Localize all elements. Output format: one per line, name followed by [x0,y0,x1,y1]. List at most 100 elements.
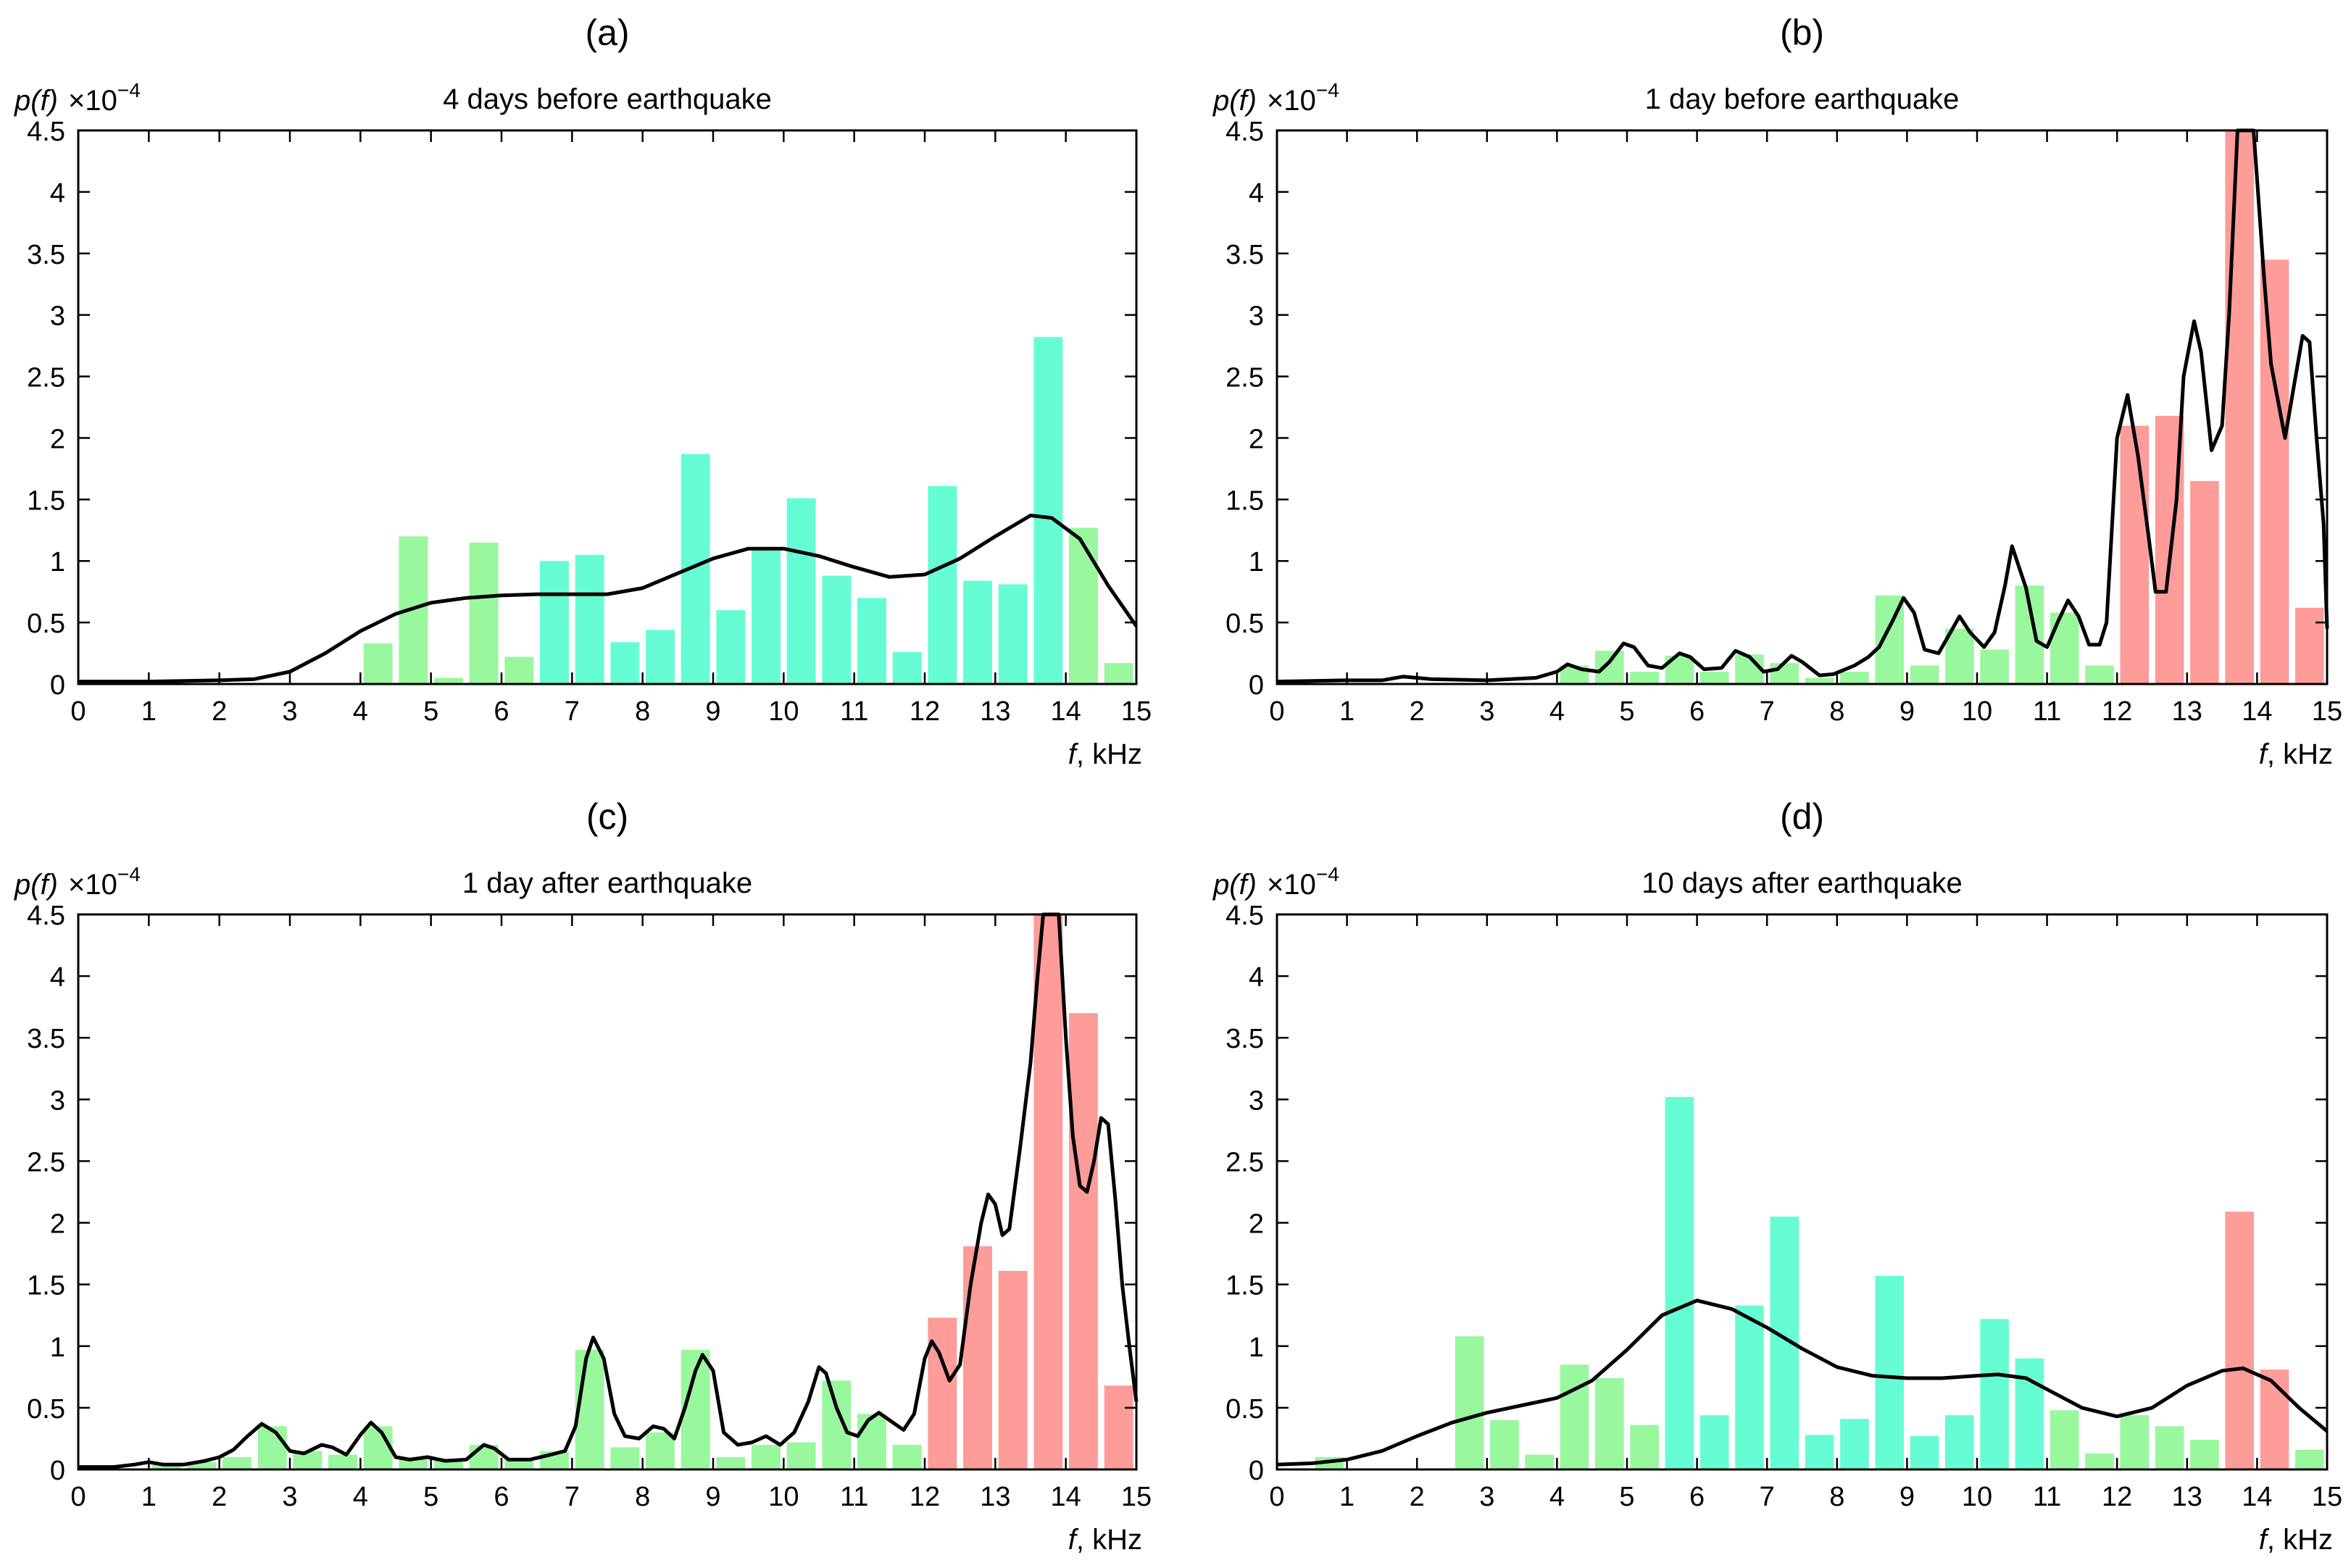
bar [1069,1013,1098,1469]
bar [1033,914,1063,1469]
plot-frame [77,129,1138,685]
x-tick-label: 4 [353,1482,368,1512]
bar [892,1445,922,1469]
bar [1630,672,1659,684]
bar [1104,663,1133,684]
panel-a: 0 1 2 3 4 5 6 7 8 9 10 11 12 13 14 1500.511.522.533.544… [14,12,1152,770]
x-tick-label: 6 [1689,696,1705,727]
bar [1805,1435,1834,1469]
x-tick-label: 15 [2312,1482,2342,1512]
y-tick-label: 2.5 [27,1147,65,1177]
bar [575,554,604,684]
y-axis-scale: ×10 [1267,869,1316,901]
x-tick-label: 2 [212,1482,227,1512]
x-tick-label: 1 [1339,1482,1355,1512]
plot-frame [77,913,1138,1471]
bar [2085,1453,2114,1469]
x-tick-label: 13 [2172,1482,2202,1512]
bar [2190,1440,2219,1469]
x-tick-label: 5 [1619,696,1634,727]
bar [1455,1336,1484,1469]
bar [2085,665,2114,684]
x-tick-label: 9 [705,1482,720,1512]
x-tick-label: 6 [494,1482,509,1512]
x-tick-label: 5 [423,696,438,727]
y-axis-symbol: p(f) [14,85,58,117]
bar [2225,130,2254,684]
bar [399,1459,428,1469]
bar [540,561,569,684]
bar [646,1432,675,1469]
bar [363,643,393,684]
x-tick-label: 15 [1121,1482,1152,1512]
bar [610,642,640,684]
y-tick-label: 1.5 [1226,485,1264,516]
x-tick-label: 6 [1689,1482,1705,1512]
bar [2120,425,2150,684]
y-tick-label: 4 [1249,962,1264,993]
x-tick-label: 15 [1121,696,1152,727]
x-tick-label: 1 [141,1482,157,1512]
x-tick-label: 14 [1051,1482,1081,1512]
y-tick-label: 0 [50,670,65,701]
x-axis-unit: , kHz [1076,738,1142,770]
y-tick-label: 0.5 [1226,1394,1264,1425]
y-tick-label: 4.5 [27,901,65,931]
x-tick-label: 10 [1962,1482,1992,1512]
plot-frame [1276,129,2329,685]
bar [998,1270,1028,1469]
y-tick-label: 1 [50,1333,65,1363]
x-tick-label: 9 [705,696,720,727]
bar [1910,1436,1939,1469]
x-tick-label: 11 [2033,696,2061,727]
x-tick-label: 12 [910,696,940,727]
y-tick-label: 3.5 [1226,240,1264,270]
x-axis-unit: , kHz [1076,1524,1142,1556]
bar [1699,672,1729,684]
plot-frame [1276,913,2329,1471]
bar [1069,527,1098,684]
panel-label: (a) [585,12,629,53]
bar [222,1457,251,1469]
bar [963,580,992,684]
bar [2190,480,2219,684]
y-axis-symbol: p(f) [14,869,58,901]
y-axis-scale: ×10 [1267,85,1316,117]
y-axis-label: p(f) ×10−4 [1212,863,1339,901]
y-tick-label: 1.5 [27,485,65,516]
panel-d: 0 1 2 3 4 5 6 7 8 9 10 11 12 13 14 1500.511.522.533.544… [1212,796,2342,1556]
x-tick-label: 10 [768,696,799,727]
bar [716,610,746,684]
y-tick-label: 1 [1249,1333,1264,1363]
bar [786,498,816,684]
bar [1840,1419,1869,1469]
bar [469,542,499,684]
bar [257,1426,287,1469]
bar [575,1349,604,1469]
bar [1980,1319,2009,1469]
x-tick-label: 15 [2312,696,2342,727]
bar [786,1442,816,1469]
y-tick-label: 0 [1249,1456,1264,1486]
panel-label: (d) [1780,796,1824,837]
panel-label: (c) [586,796,628,837]
bar [504,656,534,684]
density-curve [1276,1298,2329,1467]
x-axis-label: f, kHz [1068,1524,1142,1556]
x-tick-label: 3 [282,696,297,727]
bar [892,651,922,684]
x-tick-label: 14 [1051,696,1081,727]
x-tick-label: 12 [2102,1482,2132,1512]
y-tick-label: 0.5 [27,609,65,639]
bar [1699,1415,1729,1469]
y-axis-scale: ×10 [68,869,117,901]
bar [963,1246,992,1469]
bar [646,630,675,684]
bar [1595,1378,1624,1469]
bar [752,1445,781,1469]
chart-title: 1 day before earthquake [1645,83,1960,115]
y-tick-label: 4 [50,178,65,209]
x-tick-label: 2 [1410,696,1425,727]
y-tick-label: 3.5 [1226,1024,1264,1054]
